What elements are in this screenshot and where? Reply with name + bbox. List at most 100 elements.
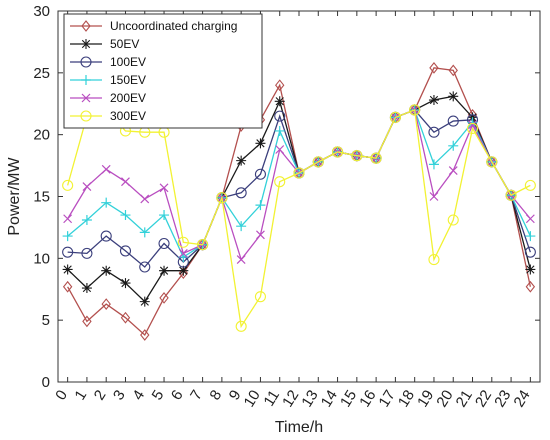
data-point: [236, 255, 246, 264]
data-point: [236, 155, 247, 166]
y-tick-label: 0: [42, 374, 50, 391]
series-3: [62, 104, 536, 263]
legend-label: 100EV: [110, 55, 146, 69]
data-point: [139, 261, 151, 273]
series-line: [67, 109, 531, 329]
data-point: [370, 152, 382, 164]
legend-marker: [80, 56, 92, 68]
data-point: [101, 265, 112, 276]
data-point: [177, 236, 189, 248]
data-point: [120, 278, 131, 289]
data-point: [293, 167, 305, 179]
x-tick-label: 13: [298, 387, 321, 410]
x-axis-title: Time/h: [275, 419, 323, 436]
data-point: [389, 111, 401, 123]
legend-marker: [81, 93, 91, 103]
series-line: [67, 109, 531, 268]
marks-layer: [62, 62, 536, 341]
legend: Uncoordinated charging 50EV 100EV 150EV 200E…: [63, 13, 263, 129]
x-tick-label: 0: [52, 387, 71, 403]
legend-marker: [80, 110, 92, 122]
data-point: [140, 194, 150, 204]
x-tick-label: 12: [279, 387, 302, 410]
legend-entry: 200EV: [70, 91, 146, 105]
data-point: [159, 210, 170, 221]
x-tick-label: 7: [187, 387, 206, 403]
legend-marker: [81, 75, 91, 85]
x-tick-label: 3: [110, 387, 129, 403]
data-point: [525, 280, 536, 293]
data-point: [255, 138, 266, 149]
data-point: [447, 115, 459, 127]
legend-label: 200EV: [110, 91, 146, 105]
data-point: [178, 265, 189, 276]
data-point: [62, 179, 74, 191]
legend-label: 50EV: [110, 37, 139, 51]
data-point: [448, 140, 459, 151]
data-point: [448, 166, 458, 175]
y-tick-label: 5: [42, 312, 50, 329]
data-point: [101, 164, 111, 174]
data-point: [121, 177, 130, 187]
data-point: [429, 62, 439, 74]
data-point: [274, 96, 285, 107]
data-point: [216, 192, 228, 204]
legend-entry: 100EV: [70, 55, 146, 69]
data-point: [158, 237, 170, 250]
data-point: [524, 246, 536, 258]
x-tick-label: 22: [472, 387, 495, 410]
data-point: [429, 192, 439, 201]
data-point: [254, 291, 266, 303]
data-point: [159, 292, 169, 304]
legend-label: 300EV: [110, 109, 146, 123]
data-point: [120, 210, 131, 221]
y-tick-label: 15: [33, 189, 50, 206]
data-point: [525, 214, 535, 224]
data-point: [236, 221, 247, 232]
data-point: [428, 254, 440, 266]
data-point: [275, 79, 285, 92]
x-tick-label: 5: [149, 387, 168, 403]
data-point: [274, 110, 286, 122]
x-tick-label: 8: [206, 387, 225, 403]
data-point: [275, 145, 285, 154]
x-tick-label: 6: [168, 387, 187, 403]
data-point: [197, 239, 209, 251]
data-point: [525, 264, 536, 275]
data-point: [428, 159, 439, 170]
legend-entry: 150EV: [70, 73, 146, 87]
x-tick-label: 14: [318, 387, 341, 410]
data-point: [63, 214, 73, 224]
legend-entry: 50EV: [70, 37, 139, 51]
data-point: [100, 230, 112, 242]
x-tick-label: 23: [491, 387, 514, 410]
data-point: [254, 168, 266, 180]
x-tick-label: 20: [433, 387, 456, 410]
data-point: [81, 283, 92, 294]
data-point: [62, 231, 73, 242]
x-tick-label: 10: [241, 387, 264, 410]
data-point: [486, 156, 498, 168]
data-point: [159, 265, 170, 276]
x-tick-label: 24: [510, 387, 533, 410]
data-point: [120, 311, 131, 324]
data-point: [448, 64, 458, 77]
y-tick-label: 30: [33, 3, 50, 20]
data-point: [235, 187, 247, 199]
data-point: [312, 156, 324, 168]
y-tick-label: 10: [33, 250, 50, 267]
data-point: [101, 298, 111, 310]
data-point: [428, 95, 439, 106]
data-point: [466, 122, 479, 135]
data-point: [235, 320, 247, 332]
x-tick-label: 17: [376, 387, 399, 410]
data-point: [82, 315, 92, 328]
data-point: [119, 245, 132, 257]
data-point: [351, 150, 363, 162]
data-point: [525, 231, 536, 242]
x-tick-label: 16: [356, 387, 379, 410]
data-point: [62, 280, 73, 293]
legend-box: [63, 13, 263, 129]
data-point: [82, 182, 92, 192]
x-tick-label: 18: [395, 387, 418, 410]
